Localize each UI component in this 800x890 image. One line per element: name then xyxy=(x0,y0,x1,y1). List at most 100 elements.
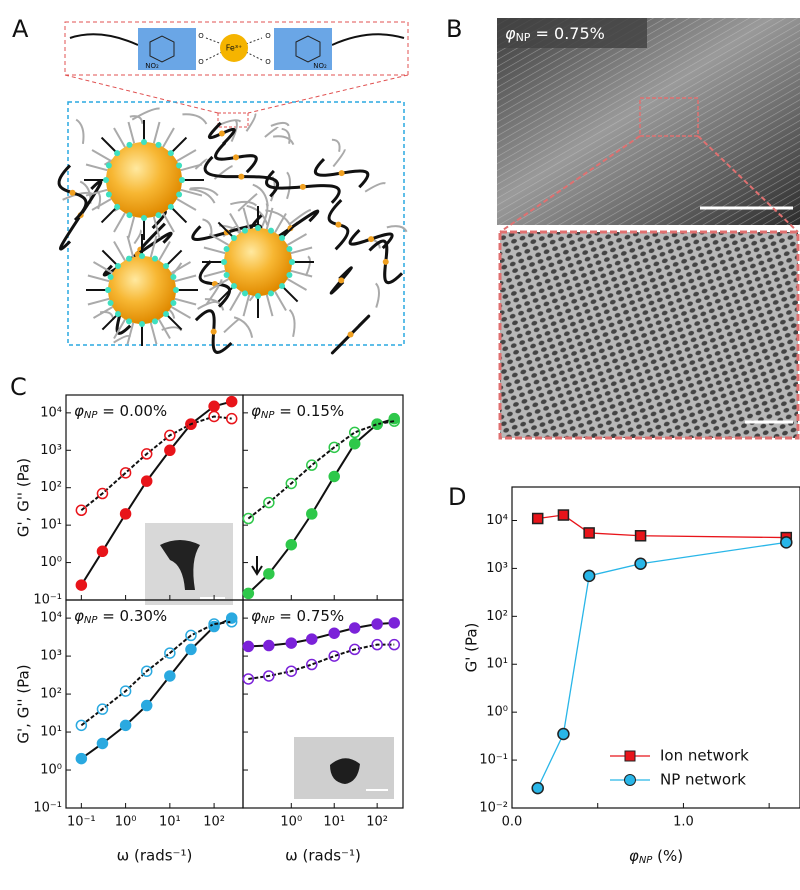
anchor xyxy=(289,259,295,265)
subscript: NP xyxy=(84,410,98,421)
short-chain xyxy=(365,183,385,192)
subscript: NP xyxy=(84,615,98,626)
anchor xyxy=(126,142,132,148)
anchor xyxy=(126,256,132,262)
marker xyxy=(372,619,382,629)
anchor xyxy=(173,287,179,293)
ligand xyxy=(163,128,174,147)
marker xyxy=(329,651,339,661)
x-tick-label: 10⁰ xyxy=(115,815,137,830)
marker xyxy=(142,701,152,711)
sem-images: φNP = 0.75% xyxy=(497,18,800,438)
short-chain xyxy=(306,256,310,276)
subscript: NP xyxy=(261,615,275,626)
marker xyxy=(142,476,152,486)
figure: A B C D Fe³⁺ O O O O NO₂ NO₂ φNP = 0.75% xyxy=(0,0,800,890)
short-chain xyxy=(224,319,240,333)
x-tick-label: 1.0 xyxy=(673,815,694,830)
ligand xyxy=(154,122,160,143)
sem-zoom xyxy=(500,232,798,438)
plot: 10⁻²10⁻¹10⁰10¹10²10³10⁴0.01.0Ion network… xyxy=(463,487,800,866)
anchor xyxy=(163,311,169,317)
anchor xyxy=(114,204,120,210)
anchor xyxy=(152,256,158,262)
marker xyxy=(243,641,253,651)
y-tick-label: 10² xyxy=(40,687,62,702)
symbol: φ xyxy=(74,402,84,420)
photo-inset xyxy=(145,523,233,605)
marker xyxy=(227,397,237,407)
anchor xyxy=(126,318,132,324)
anchor xyxy=(176,192,182,198)
short-chain xyxy=(246,114,255,132)
x-tick-label: 0.0 xyxy=(502,815,523,830)
anchor xyxy=(106,192,112,198)
ligand xyxy=(114,213,125,232)
anchor xyxy=(224,246,230,252)
marker xyxy=(76,580,86,590)
ligand xyxy=(244,295,250,316)
ligand xyxy=(171,138,187,154)
legend-marker xyxy=(625,751,635,761)
marker xyxy=(186,644,196,654)
y-tick-label: 10⁻¹ xyxy=(479,753,508,768)
symbol: φ xyxy=(74,607,84,625)
ligand xyxy=(163,213,174,232)
marker xyxy=(350,439,360,449)
plot: 10⁰10¹10²φNP = 0.75%ω (rads⁻¹) xyxy=(243,600,403,865)
marker xyxy=(307,634,317,644)
marker xyxy=(350,427,360,437)
y-tick-label: 10³ xyxy=(486,561,508,576)
ligand xyxy=(92,150,111,161)
y-tick-label: 10⁰ xyxy=(40,763,62,778)
text: = 0.75% xyxy=(530,24,604,43)
text: = 0.75% xyxy=(274,607,344,625)
marker xyxy=(307,460,317,470)
text: = 0.30% xyxy=(97,607,167,625)
marker xyxy=(329,471,339,481)
crosslink xyxy=(368,236,374,242)
crosslink xyxy=(70,190,76,196)
anchor xyxy=(231,235,237,241)
anchor xyxy=(139,321,145,327)
short-chain xyxy=(376,283,379,307)
crosslink xyxy=(211,329,217,335)
short-chain xyxy=(332,140,340,152)
y-tick-label: 10³ xyxy=(40,649,62,664)
anchor xyxy=(242,228,248,234)
ligand xyxy=(92,199,111,210)
atom-label: O xyxy=(198,32,204,40)
anchor xyxy=(106,162,112,168)
x-tick-label: 10¹ xyxy=(323,815,345,830)
marker xyxy=(389,618,399,628)
ligand xyxy=(128,122,134,143)
series-line xyxy=(248,419,394,594)
anchor xyxy=(141,215,147,221)
subscript: NP xyxy=(639,855,653,866)
group-label: NO₂ xyxy=(145,62,159,70)
anchor xyxy=(126,212,132,218)
ligand xyxy=(291,247,312,253)
plot: φNP = 0.15% xyxy=(243,395,403,600)
y-tick-label: 10¹ xyxy=(486,657,508,672)
x-tick-label: 10¹ xyxy=(159,815,181,830)
marker xyxy=(97,546,107,556)
ligand xyxy=(282,286,298,302)
marker xyxy=(97,738,107,748)
axis-label: G', G'' (Pa) xyxy=(15,664,33,743)
ligand xyxy=(128,217,134,238)
plot-frame xyxy=(512,487,800,808)
marker xyxy=(165,671,175,681)
short-chain xyxy=(134,230,141,243)
sem-texture xyxy=(497,18,800,225)
annotation: φNP = 0.00% xyxy=(74,402,167,422)
y-tick-label: 10³ xyxy=(40,443,62,458)
atom-label: O xyxy=(265,32,271,40)
marker xyxy=(350,623,360,633)
ligand xyxy=(177,150,196,161)
series-line xyxy=(81,622,231,726)
anchor xyxy=(268,290,274,296)
anchor xyxy=(231,283,237,289)
series-line xyxy=(538,515,787,538)
legend-label: Ion network xyxy=(660,747,749,765)
